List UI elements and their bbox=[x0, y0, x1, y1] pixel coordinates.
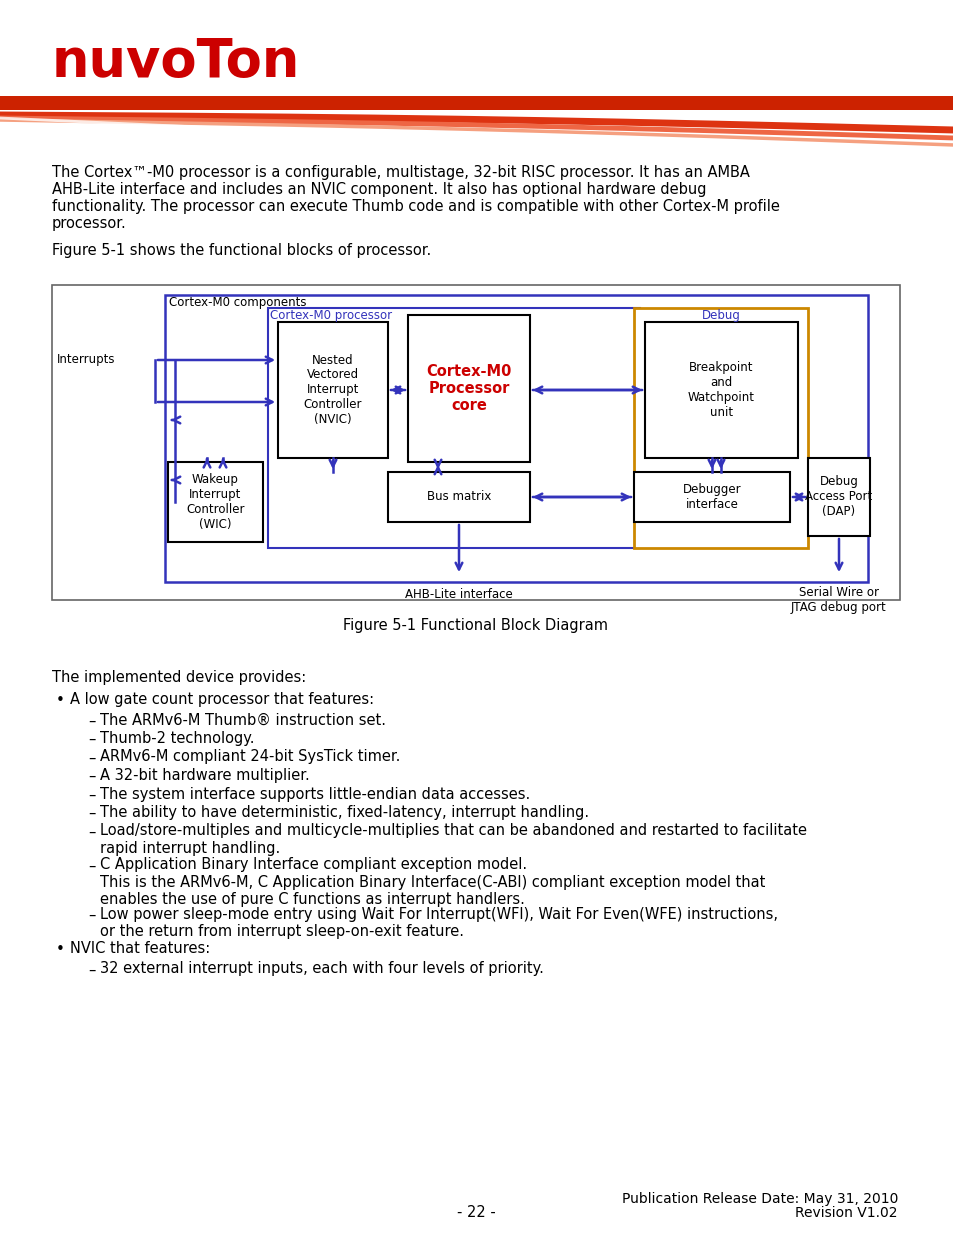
Bar bbox=[277, 322, 388, 458]
Text: nuvoTon: nuvoTon bbox=[52, 36, 300, 88]
Text: Low power sleep-mode entry using Wait For Interrupt(WFI), Wait For Even(WFE) ins: Low power sleep-mode entry using Wait Fo… bbox=[100, 906, 778, 940]
Bar bbox=[168, 462, 263, 542]
Text: Load/store-multiples and multicycle-multiplies that can be abandoned and restart: Load/store-multiples and multicycle-mult… bbox=[100, 824, 806, 856]
Text: Publication Release Date: May 31, 2010: Publication Release Date: May 31, 2010 bbox=[621, 1192, 897, 1207]
Text: Figure 5-1 Functional Block Diagram: Figure 5-1 Functional Block Diagram bbox=[343, 618, 608, 634]
Text: Cortex-M0
Processor
core: Cortex-M0 Processor core bbox=[426, 363, 511, 414]
Text: Nested
Vectored
Interrupt
Controller
(NVIC): Nested Vectored Interrupt Controller (NV… bbox=[303, 353, 362, 426]
Text: NVIC that features:: NVIC that features: bbox=[70, 941, 210, 956]
Text: Breakpoint
and
Watchpoint
unit: Breakpoint and Watchpoint unit bbox=[687, 361, 754, 419]
Bar bbox=[165, 295, 867, 582]
Text: AHB-Lite interface: AHB-Lite interface bbox=[405, 588, 513, 601]
Text: –: – bbox=[88, 732, 95, 747]
Text: –: – bbox=[88, 962, 95, 977]
Text: Debug: Debug bbox=[700, 309, 740, 322]
Bar bbox=[408, 315, 530, 462]
Text: A 32-bit hardware multiplier.: A 32-bit hardware multiplier. bbox=[100, 768, 310, 783]
Text: –: – bbox=[88, 769, 95, 784]
Text: –: – bbox=[88, 806, 95, 821]
Bar bbox=[634, 472, 789, 522]
Text: Cortex-M0 components: Cortex-M0 components bbox=[169, 296, 306, 309]
Text: Serial Wire or
JTAG debug port: Serial Wire or JTAG debug port bbox=[790, 585, 886, 614]
Text: Thumb-2 technology.: Thumb-2 technology. bbox=[100, 731, 254, 746]
Text: 32 external interrupt inputs, each with four levels of priority.: 32 external interrupt inputs, each with … bbox=[100, 962, 543, 977]
Bar bbox=[807, 458, 869, 536]
Text: The ability to have deterministic, fixed-latency, interrupt handling.: The ability to have deterministic, fixed… bbox=[100, 805, 589, 820]
Text: Debug
Access Port
(DAP): Debug Access Port (DAP) bbox=[804, 475, 872, 519]
Text: processor.: processor. bbox=[52, 216, 127, 231]
Text: A low gate count processor that features:: A low gate count processor that features… bbox=[70, 692, 374, 706]
Text: –: – bbox=[88, 908, 95, 923]
Text: –: – bbox=[88, 858, 95, 873]
Text: –: – bbox=[88, 788, 95, 803]
Text: C Application Binary Interface compliant exception model.
This is the ARMv6-M, C: C Application Binary Interface compliant… bbox=[100, 857, 764, 908]
Text: Wakeup
Interrupt
Controller
(WIC): Wakeup Interrupt Controller (WIC) bbox=[186, 473, 245, 531]
Bar bbox=[644, 322, 797, 458]
Text: functionality. The processor can execute Thumb code and is compatible with other: functionality. The processor can execute… bbox=[52, 199, 779, 214]
Text: –: – bbox=[88, 751, 95, 766]
Text: Cortex-M0 processor: Cortex-M0 processor bbox=[270, 309, 392, 322]
Bar bbox=[388, 472, 530, 522]
Text: Figure 5-1 shows the functional blocks of processor.: Figure 5-1 shows the functional blocks o… bbox=[52, 243, 431, 258]
Text: - 22 -: - 22 - bbox=[456, 1205, 495, 1220]
Text: Bus matrix: Bus matrix bbox=[426, 490, 491, 504]
Text: AHB-Lite interface and includes an NVIC component. It also has optional hardware: AHB-Lite interface and includes an NVIC … bbox=[52, 182, 706, 198]
Text: The Cortex™-M0 processor is a configurable, multistage, 32-bit RISC processor. I: The Cortex™-M0 processor is a configurab… bbox=[52, 165, 749, 180]
Text: •: • bbox=[56, 942, 65, 957]
Text: Debugger
interface: Debugger interface bbox=[682, 483, 740, 511]
Bar bbox=[268, 308, 639, 548]
Text: The system interface supports little-endian data accesses.: The system interface supports little-end… bbox=[100, 787, 530, 802]
Bar bbox=[0, 96, 953, 110]
Text: –: – bbox=[88, 825, 95, 840]
Text: The implemented device provides:: The implemented device provides: bbox=[52, 671, 306, 685]
Bar bbox=[634, 308, 807, 548]
Text: •: • bbox=[56, 693, 65, 708]
Text: The ARMv6-M Thumb® instruction set.: The ARMv6-M Thumb® instruction set. bbox=[100, 713, 386, 727]
Text: ARMv6-M compliant 24-bit SysTick timer.: ARMv6-M compliant 24-bit SysTick timer. bbox=[100, 750, 400, 764]
Text: Interrupts: Interrupts bbox=[57, 353, 115, 367]
Bar bbox=[52, 285, 899, 600]
Text: –: – bbox=[88, 714, 95, 729]
Text: Revision V1.02: Revision V1.02 bbox=[795, 1207, 897, 1220]
